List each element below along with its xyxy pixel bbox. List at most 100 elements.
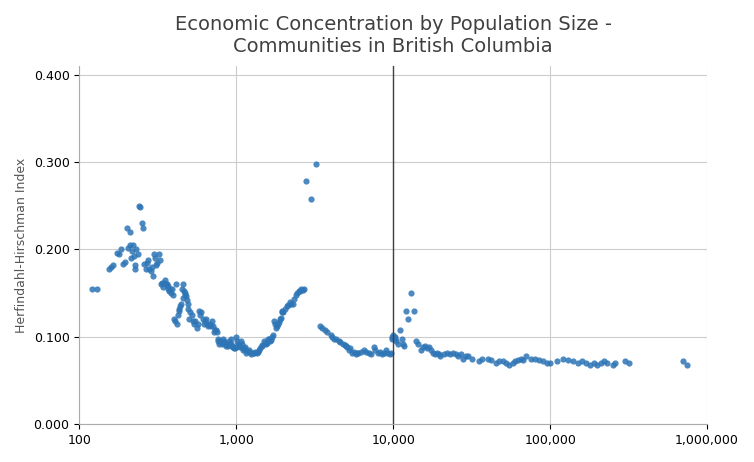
Point	[305, 195, 317, 202]
Point	[224, 340, 236, 347]
Point	[195, 309, 207, 316]
Point	[516, 357, 529, 364]
Point	[348, 348, 360, 355]
Point	[158, 276, 170, 284]
Point	[515, 355, 527, 362]
Point	[250, 349, 262, 356]
Point	[431, 349, 443, 356]
Point	[210, 329, 222, 336]
Point	[221, 340, 233, 347]
Point	[167, 291, 179, 298]
Point	[202, 322, 214, 330]
Point	[115, 246, 127, 253]
Point	[277, 309, 289, 316]
Point	[525, 355, 537, 362]
Point	[274, 316, 286, 323]
Point	[119, 258, 131, 265]
Point	[220, 342, 232, 349]
Point	[185, 311, 198, 319]
Point	[277, 309, 290, 316]
Point	[203, 321, 215, 328]
Point	[497, 358, 509, 365]
Point	[106, 263, 118, 271]
Point	[267, 331, 279, 339]
Point	[385, 349, 397, 356]
Point	[365, 351, 377, 358]
Point	[180, 292, 192, 299]
Y-axis label: Herfindahl-Hirschman Index: Herfindahl-Hirschman Index	[15, 158, 28, 333]
Point	[231, 338, 243, 345]
Point	[234, 344, 246, 351]
Point	[161, 281, 173, 288]
Point	[173, 305, 185, 313]
Point	[511, 357, 523, 364]
Point	[131, 250, 143, 257]
Point	[130, 261, 142, 269]
Point	[334, 338, 346, 346]
Point	[428, 349, 440, 356]
Point	[155, 281, 167, 288]
Point	[247, 349, 259, 356]
Point	[609, 359, 621, 367]
Point	[263, 336, 275, 343]
Point	[352, 349, 364, 356]
Point	[268, 317, 280, 325]
Point	[458, 355, 470, 362]
Point	[249, 348, 261, 355]
Point	[477, 355, 489, 362]
Point	[284, 298, 296, 305]
Point	[243, 346, 255, 354]
Point	[262, 335, 274, 342]
Point	[134, 204, 146, 211]
Point	[259, 339, 271, 346]
Point	[199, 317, 211, 325]
Point	[296, 286, 308, 293]
Point	[271, 322, 283, 330]
Point	[112, 249, 124, 257]
Point	[492, 358, 504, 365]
Point	[91, 285, 103, 292]
Point	[354, 348, 366, 355]
Point	[231, 342, 244, 349]
Point	[143, 265, 155, 273]
Point	[213, 340, 225, 347]
Point	[376, 351, 388, 358]
Point	[429, 351, 441, 358]
Point	[509, 358, 521, 365]
Title: Economic Concentration by Population Size -
Communities in British Columbia: Economic Concentration by Population Siz…	[175, 15, 611, 56]
Point	[290, 291, 302, 298]
Point	[485, 357, 497, 364]
Point	[152, 250, 164, 257]
Point	[125, 255, 137, 262]
Point	[367, 344, 379, 351]
Point	[298, 285, 310, 292]
Point	[136, 219, 148, 227]
Point	[216, 340, 228, 347]
Point	[179, 290, 191, 297]
Point	[387, 331, 399, 339]
Point	[340, 342, 352, 349]
Point	[562, 357, 574, 364]
Point	[179, 291, 192, 298]
Point	[333, 338, 345, 345]
Point	[346, 349, 358, 356]
Point	[400, 307, 412, 314]
Point	[449, 351, 461, 358]
Point	[121, 224, 133, 231]
Point	[256, 342, 268, 349]
Point	[164, 288, 176, 295]
Point	[141, 259, 153, 266]
Point	[208, 329, 220, 336]
Point	[421, 345, 434, 352]
Point	[329, 336, 342, 343]
Point	[176, 285, 188, 292]
Point	[211, 338, 223, 345]
Point	[165, 290, 177, 297]
Point	[238, 345, 250, 352]
Point	[145, 267, 157, 275]
Point	[447, 349, 459, 356]
Point	[139, 261, 151, 268]
Point	[444, 351, 456, 358]
Point	[209, 326, 221, 334]
Point	[520, 353, 532, 360]
